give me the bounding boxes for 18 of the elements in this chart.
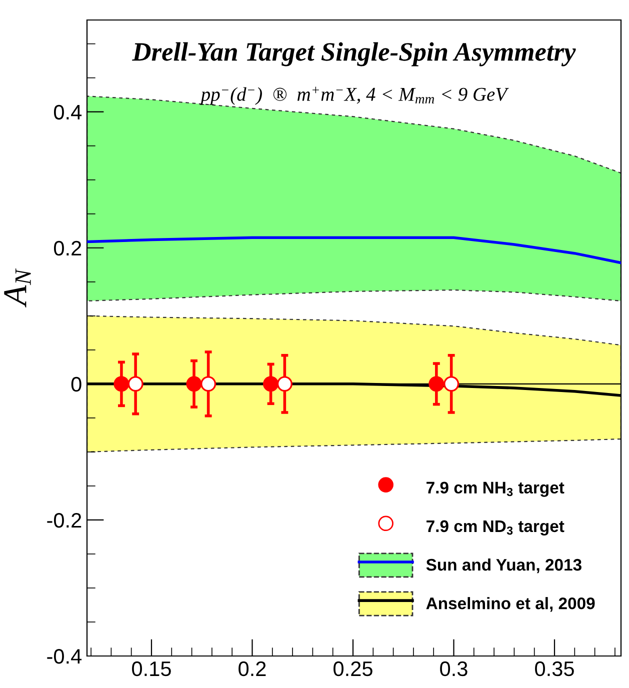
y-axis-title: A$_{N}$ (4, 268, 31, 308)
x-tick-label: 0.2 (238, 661, 266, 676)
legend-label: 7.9 cm NH$_{3}$ target (426, 482, 564, 497)
y-tick-label: 0.2 (54, 240, 82, 256)
x-tick-label: 0.35 (535, 661, 574, 676)
x-tick-label: 0.3 (440, 661, 468, 676)
text: Drell-Yan Target Single-Spin Asymmetry (132, 42, 576, 66)
y-tick-label: -0.4 (47, 649, 82, 664)
y-tick-label: 0 (71, 376, 82, 392)
x-tick-label: 0.15 (132, 661, 171, 676)
legend-label: Sun and Yuan, 2013 (426, 558, 582, 574)
legend-label: Anselmino et al, 2009 (426, 597, 595, 612)
text: pp$^{−}$(d$^{−}$) ® m$^{+}$m$^{−}$X, 4 < M$_{mm}$ < 9 GeV (200, 86, 509, 105)
y-tick-label: -0.2 (47, 512, 82, 528)
legend-label: 7.9 cm ND$_{3}$ target (426, 520, 564, 536)
y-tick-label: 0.4 (54, 104, 82, 120)
x-tick-label: 0.25 (334, 661, 372, 676)
line-series (87, 236, 621, 264)
